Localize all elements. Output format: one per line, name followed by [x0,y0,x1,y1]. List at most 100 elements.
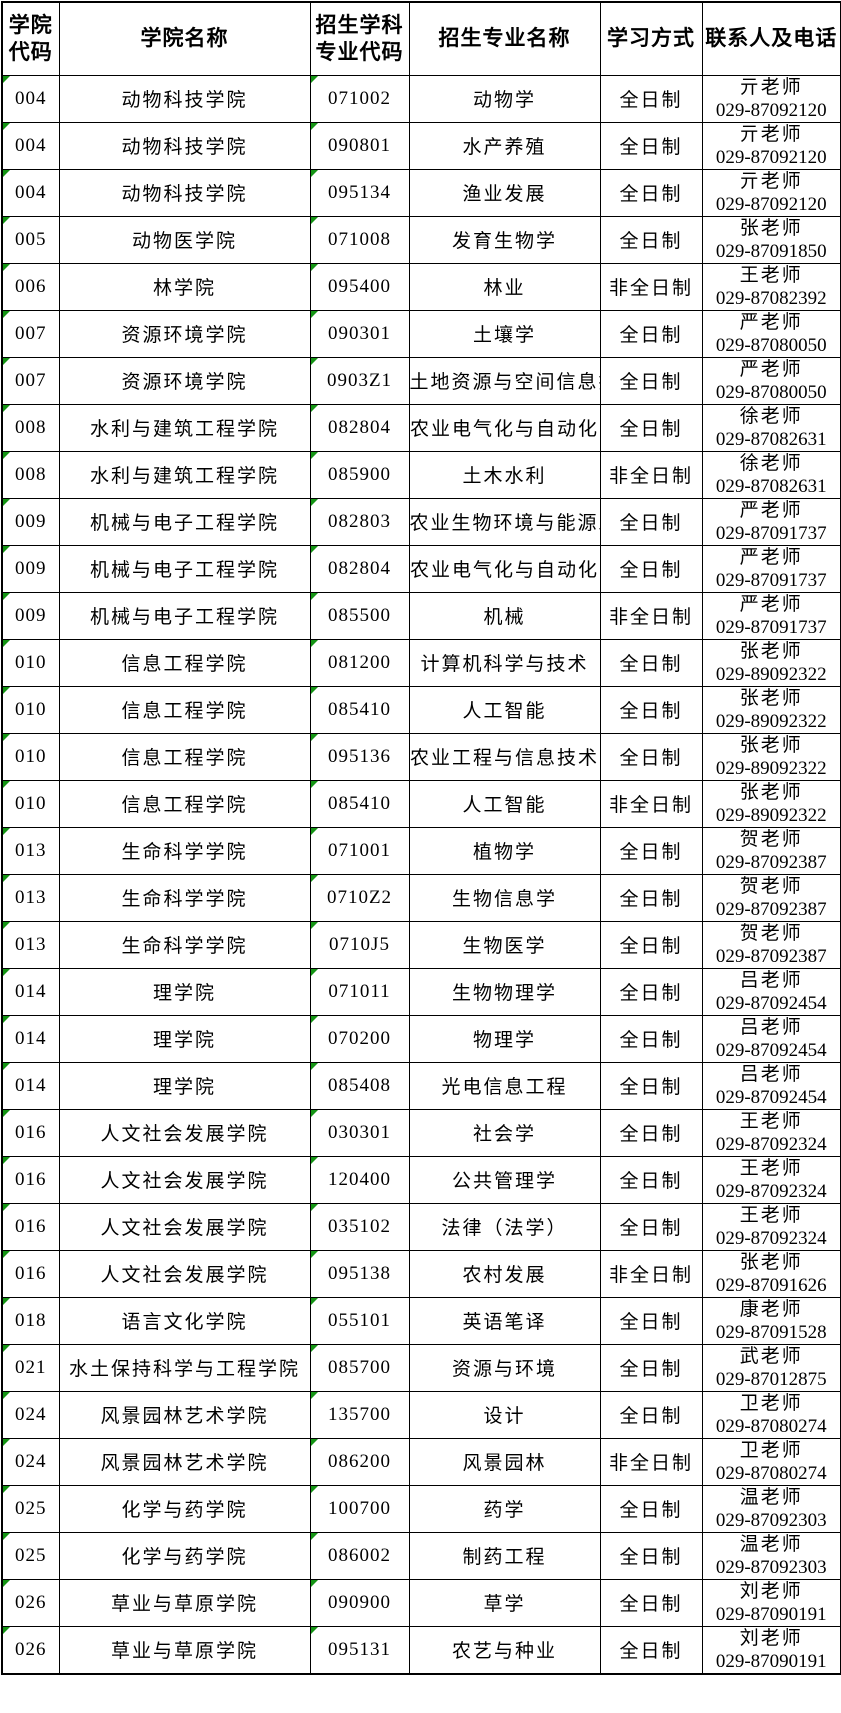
contact-cell[interactable]: 吕老师 029-87092454 [701,1014,841,1063]
college-name-cell[interactable]: 生命科学学院 [58,920,311,969]
contact-cell[interactable]: 严老师 029-87091737 [701,497,841,546]
contact-cell[interactable]: 严老师 029-87091737 [701,591,841,640]
major-name-cell[interactable]: 制药工程 [408,1531,601,1580]
college-name-cell[interactable]: 人文社会发展学院 [58,1202,311,1251]
major-name-cell[interactable]: 草学 [408,1578,601,1627]
college-name-cell[interactable]: 水利与建筑工程学院 [58,450,311,499]
contact-cell[interactable]: 贺老师 029-87092387 [701,826,841,875]
college-name-cell[interactable]: 化学与药学院 [58,1484,311,1533]
contact-cell[interactable]: 张老师 029-89092322 [701,779,841,828]
study-mode-cell[interactable]: 全日制 [599,920,703,969]
study-mode-cell[interactable]: 全日制 [599,1155,703,1204]
study-mode-cell[interactable]: 全日制 [599,74,703,123]
column-header-contact[interactable]: 联系人及电话 [701,1,841,76]
study-mode-cell[interactable]: 全日制 [599,309,703,358]
major-name-cell[interactable]: 英语笔译 [408,1296,601,1345]
study-mode-cell[interactable]: 全日制 [599,497,703,546]
college-code-cell[interactable]: 004 [1,74,60,123]
column-header-major-code[interactable]: 招生学科 专业代码 [309,1,410,76]
college-code-cell[interactable]: 014 [1,1014,60,1063]
contact-cell[interactable]: 贺老师 029-87092387 [701,873,841,922]
contact-cell[interactable]: 温老师 029-87092303 [701,1484,841,1533]
major-name-cell[interactable]: 渔业发展 [408,168,601,217]
contact-cell[interactable]: 严老师 029-87080050 [701,356,841,405]
study-mode-cell[interactable]: 全日制 [599,732,703,781]
column-header-college-name[interactable]: 学院名称 [58,1,311,76]
major-name-cell[interactable]: 林业 [408,262,601,311]
major-code-cell[interactable]: 085410 [309,779,410,828]
study-mode-cell[interactable]: 全日制 [599,403,703,452]
study-mode-cell[interactable]: 非全日制 [599,591,703,640]
study-mode-cell[interactable]: 全日制 [599,1531,703,1580]
college-name-cell[interactable]: 化学与药学院 [58,1531,311,1580]
study-mode-cell[interactable]: 全日制 [599,1202,703,1251]
major-name-cell[interactable]: 土壤学 [408,309,601,358]
major-name-cell[interactable]: 发育生物学 [408,215,601,264]
study-mode-cell[interactable]: 非全日制 [599,779,703,828]
study-mode-cell[interactable]: 全日制 [599,826,703,875]
college-name-cell[interactable]: 动物医学院 [58,215,311,264]
major-name-cell[interactable]: 农业电气化与自动化 [408,403,601,452]
major-code-cell[interactable]: 082803 [309,497,410,546]
major-code-cell[interactable]: 0710Z2 [309,873,410,922]
contact-cell[interactable]: 王老师 029-87092324 [701,1202,841,1251]
major-name-cell[interactable]: 动物学 [408,74,601,123]
college-code-cell[interactable]: 026 [1,1625,60,1674]
contact-cell[interactable]: 严老师 029-87080050 [701,309,841,358]
major-name-cell[interactable]: 生物医学 [408,920,601,969]
college-code-cell[interactable]: 016 [1,1108,60,1157]
college-code-cell[interactable]: 004 [1,121,60,170]
study-mode-cell[interactable]: 全日制 [599,544,703,593]
contact-cell[interactable]: 王老师 029-87092324 [701,1155,841,1204]
major-name-cell[interactable]: 光电信息工程 [408,1061,601,1110]
major-name-cell[interactable]: 农业电气化与自动化 [408,544,601,593]
major-code-cell[interactable]: 070200 [309,1014,410,1063]
college-code-cell[interactable]: 010 [1,732,60,781]
contact-cell[interactable]: 温老师 029-87092303 [701,1531,841,1580]
college-name-cell[interactable]: 风景园林艺术学院 [58,1437,311,1486]
college-code-cell[interactable]: 010 [1,638,60,687]
major-code-cell[interactable]: 0710J5 [309,920,410,969]
major-name-cell[interactable]: 人工智能 [408,685,601,734]
major-code-cell[interactable]: 0903Z1 [309,356,410,405]
contact-cell[interactable]: 亓老师 029-87092120 [701,121,841,170]
contact-cell[interactable]: 张老师 029-89092322 [701,685,841,734]
major-name-cell[interactable]: 计算机科学与技术 [408,638,601,687]
college-name-cell[interactable]: 机械与电子工程学院 [58,544,311,593]
college-code-cell[interactable]: 010 [1,685,60,734]
college-code-cell[interactable]: 018 [1,1296,60,1345]
major-code-cell[interactable]: 030301 [309,1108,410,1157]
study-mode-cell[interactable]: 全日制 [599,215,703,264]
column-header-study-mode[interactable]: 学习方式 [599,1,703,76]
major-code-cell[interactable]: 085408 [309,1061,410,1110]
college-name-cell[interactable]: 人文社会发展学院 [58,1108,311,1157]
college-code-cell[interactable]: 007 [1,309,60,358]
major-code-cell[interactable]: 071001 [309,826,410,875]
major-name-cell[interactable]: 法律（法学） [408,1202,601,1251]
major-name-cell[interactable]: 设计 [408,1390,601,1439]
college-name-cell[interactable]: 林学院 [58,262,311,311]
major-name-cell[interactable]: 农艺与种业 [408,1625,601,1674]
study-mode-cell[interactable]: 全日制 [599,1014,703,1063]
major-code-cell[interactable]: 095134 [309,168,410,217]
major-name-cell[interactable]: 农业生物环境与能源工程 [408,497,601,546]
major-code-cell[interactable]: 090900 [309,1578,410,1627]
college-code-cell[interactable]: 008 [1,450,60,499]
column-header-major-name[interactable]: 招生专业名称 [408,1,601,76]
college-name-cell[interactable]: 语言文化学院 [58,1296,311,1345]
major-name-cell[interactable]: 生物物理学 [408,967,601,1016]
contact-cell[interactable]: 刘老师 029-87090191 [701,1578,841,1627]
major-code-cell[interactable]: 082804 [309,403,410,452]
contact-cell[interactable]: 张老师 029-87091626 [701,1249,841,1298]
college-name-cell[interactable]: 草业与草原学院 [58,1625,311,1674]
study-mode-cell[interactable]: 全日制 [599,1625,703,1674]
college-code-cell[interactable]: 006 [1,262,60,311]
contact-cell[interactable]: 严老师 029-87091737 [701,544,841,593]
major-name-cell[interactable]: 药学 [408,1484,601,1533]
college-code-cell[interactable]: 005 [1,215,60,264]
college-name-cell[interactable]: 理学院 [58,1014,311,1063]
major-code-cell[interactable]: 135700 [309,1390,410,1439]
major-code-cell[interactable]: 100700 [309,1484,410,1533]
contact-cell[interactable]: 张老师 029-89092322 [701,638,841,687]
major-name-cell[interactable]: 风景园林 [408,1437,601,1486]
